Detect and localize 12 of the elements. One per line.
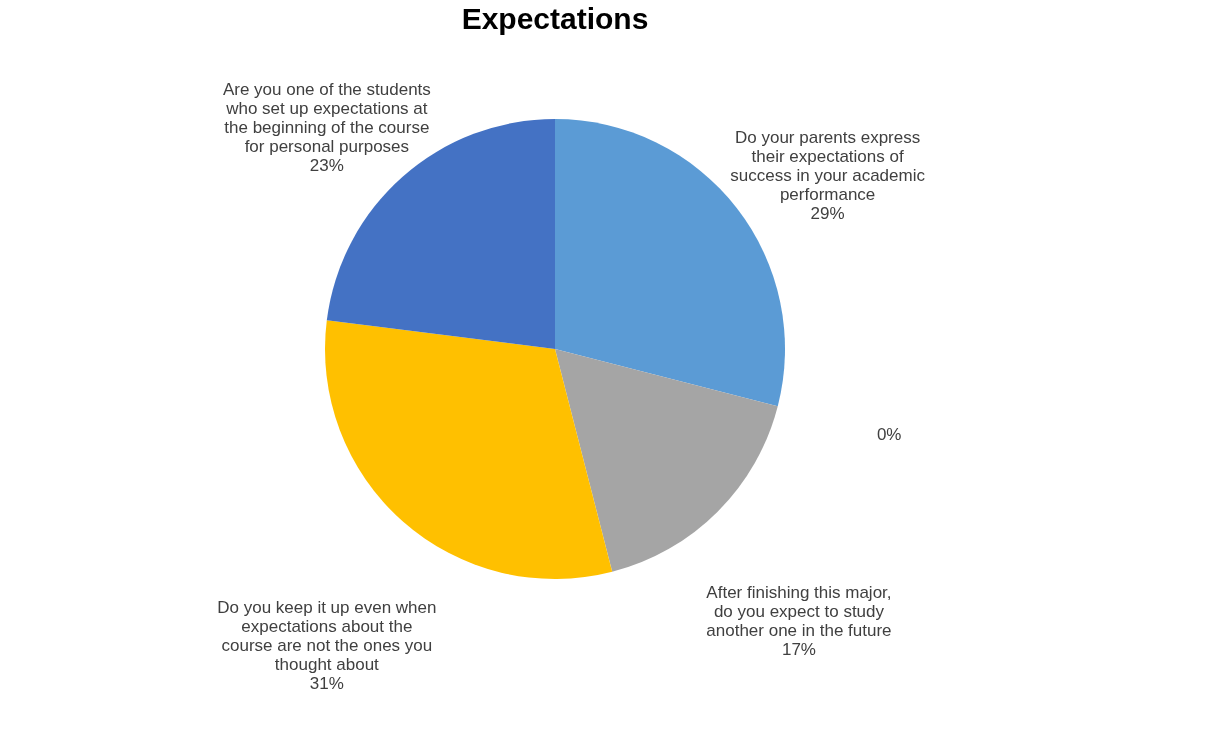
data-label: 23% xyxy=(309,156,344,176)
data-label: 29% xyxy=(810,203,845,223)
chart-title: Expectations xyxy=(461,2,649,35)
slice-label: Are you one of the students who set up expectations at the beginning of the course for personal purposes xyxy=(222,80,431,157)
slice-label: After finishing this major, do you expect to study another one in the future xyxy=(706,582,892,640)
slice-label: Do you keep it up even when expectations about the course are not the ones you thought about xyxy=(217,597,437,674)
pie-slice xyxy=(555,349,778,572)
slice-label: Do your parents express their expectations of success in your academic performance xyxy=(730,127,926,204)
data-label: 17% xyxy=(781,639,816,659)
text: 0% xyxy=(876,424,902,444)
pie-slice xyxy=(325,320,613,579)
data-label: 31% xyxy=(309,673,344,693)
